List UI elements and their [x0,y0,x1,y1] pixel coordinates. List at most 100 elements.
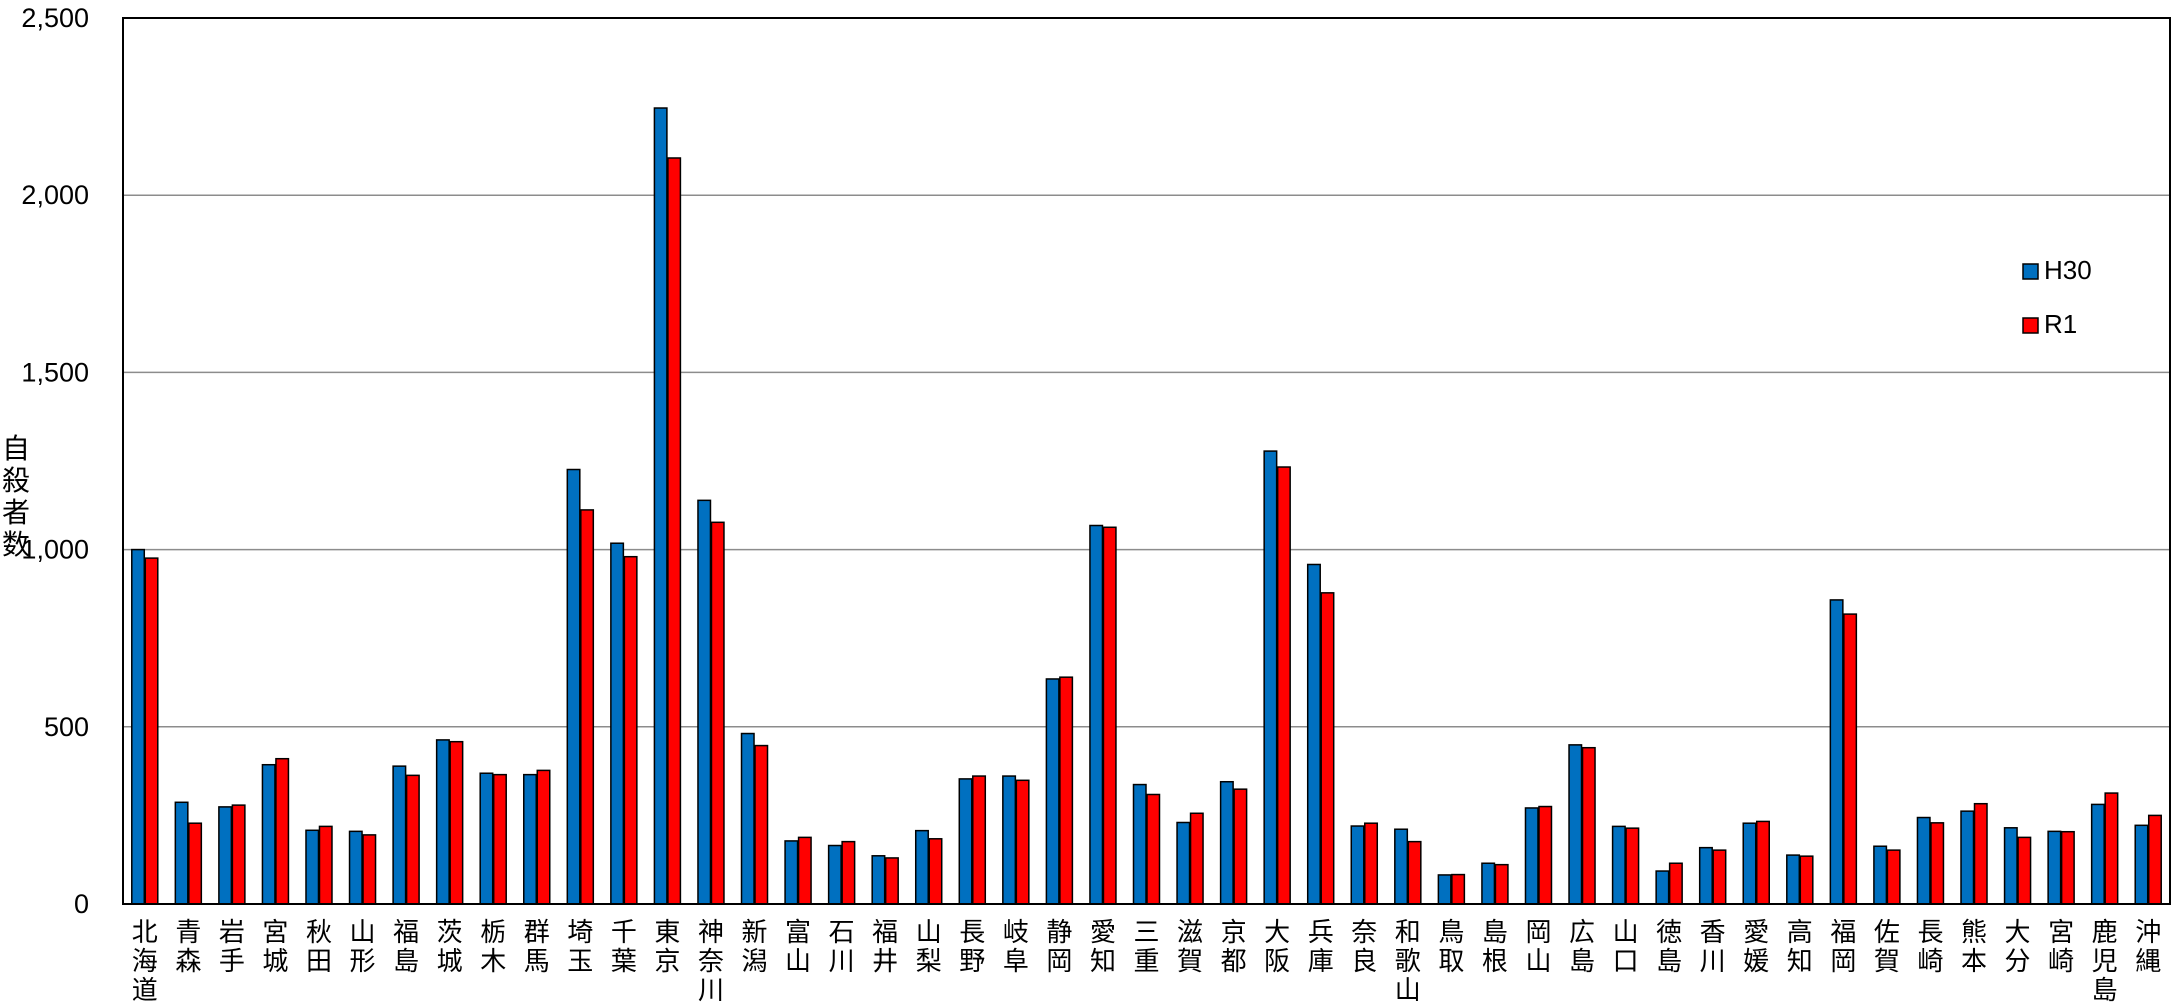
bar-r1 [144,557,159,905]
bar-r1 [449,740,464,905]
x-tick-label: 静岡 [1046,918,1072,977]
bar-h30 [2003,827,2018,905]
bar-h30 [1263,450,1278,905]
x-tick-label: 岡山 [1525,918,1551,977]
x-tick-label: 青森 [175,918,201,977]
bar-r1 [797,836,812,905]
bar-h30 [740,732,755,905]
x-tick-label: 滋賀 [1177,918,1203,977]
bar-h30 [1176,821,1191,905]
bar-r1 [884,857,899,905]
x-tick-label: 福岡 [1830,918,1856,977]
bar-r1 [492,773,507,905]
x-tick-label: 鳥取 [1438,918,1464,977]
x-tick-label: 北海道 [132,918,158,1006]
bar-h30 [1742,822,1757,905]
y-tick-label: 0 [74,889,89,919]
x-tick-label: 群馬 [524,918,550,977]
x-tick-label: 岐阜 [1003,918,1029,977]
x-tick-label: 山形 [350,918,376,977]
y-tick-label: 1,000 [21,535,89,565]
gridlines [123,194,2170,728]
x-tick-label: 香川 [1700,918,1726,977]
bar-h30 [1873,845,1888,905]
bar-h30 [1829,599,1844,905]
bar-r1 [1233,788,1248,905]
bar-r1 [405,774,420,905]
x-tick-label: 徳島 [1656,918,1682,977]
bar-h30 [305,829,320,905]
x-tick-label: 和歌山 [1395,918,1421,1006]
bar-h30 [827,844,842,905]
x-tick-label: 山口 [1613,918,1639,977]
bar-r1 [536,769,551,905]
bar-r1 [1843,613,1858,905]
bar-h30 [871,855,886,905]
x-tick-label: 愛媛 [1743,918,1769,977]
bar-h30 [958,778,973,905]
x-tick-label: 栃木 [480,918,506,977]
bar-r1 [1276,466,1291,905]
bar-h30 [1350,825,1365,905]
bar-r1 [1973,802,1988,905]
x-tick-label: 三重 [1133,918,1159,977]
bar-h30 [566,468,581,905]
bar-r1 [754,744,769,905]
bar-r1 [1059,676,1074,905]
x-tick-label: 奈良 [1351,918,1377,977]
bar-r1 [275,757,290,905]
bar-r1 [1712,849,1727,905]
y-tick-label: 2,000 [21,180,89,210]
x-tick-label: 京都 [1221,918,1247,977]
x-tick-label: 宮城 [262,918,288,977]
bar-r1 [231,804,246,905]
bar-h30 [2090,803,2105,905]
bar-h30 [1698,846,1713,905]
bar-r1 [2017,836,2032,905]
bar-h30 [784,840,799,905]
bar-r1 [1494,863,1509,905]
legend-label-r1: R1 [2044,309,2077,339]
bar-r1 [318,825,333,905]
bar-r1 [2104,792,2119,905]
bar-h30 [2134,824,2149,905]
legend-swatch-h30 [2022,263,2039,280]
y-tick-label: 500 [44,712,89,742]
bar-h30 [1568,744,1583,905]
bar-r1 [1364,822,1379,905]
bar-r1 [2060,830,2075,905]
x-tick-label: 兵庫 [1308,918,1334,977]
x-tick-label: 鹿児島 [2092,918,2118,1006]
bar-r1 [1451,873,1466,905]
bar-h30 [1394,828,1409,905]
bar-h30 [1045,678,1060,905]
x-tick-label: 長崎 [1917,918,1943,977]
bar-h30 [1437,874,1452,905]
x-tick-label: 神奈川 [698,918,724,1006]
x-tick-label: 大分 [2005,918,2031,977]
y-axis-ticks: 0 500 1,000 1,500 2,000 2,500 [21,3,89,919]
x-tick-label: 福島 [393,918,419,977]
x-tick-label: 富山 [785,918,811,977]
y-tick-label: 1,500 [21,357,89,387]
bar-r1 [1015,779,1030,905]
legend: H30 R1 [2022,255,2092,339]
bar-h30 [1132,783,1147,905]
legend-label-h30: H30 [2044,255,2092,285]
x-tick-label: 秋田 [306,918,332,977]
x-tick-label: 山梨 [916,918,942,977]
bar-h30 [1481,862,1496,905]
bar-h30 [131,548,146,905]
x-tick-label: 沖縄 [2135,918,2161,977]
x-tick-label: 埼玉 [567,918,593,977]
bar-r1 [1146,793,1161,905]
bar-r1 [1886,849,1901,905]
x-tick-label: 島根 [1482,918,1508,977]
plot-frame [122,17,2171,905]
bar-r1 [1581,746,1596,905]
bar-h30 [610,542,625,905]
bar-h30 [1219,780,1234,905]
x-tick-label: 福井 [872,918,898,977]
x-tick-label: 愛知 [1090,918,1116,977]
